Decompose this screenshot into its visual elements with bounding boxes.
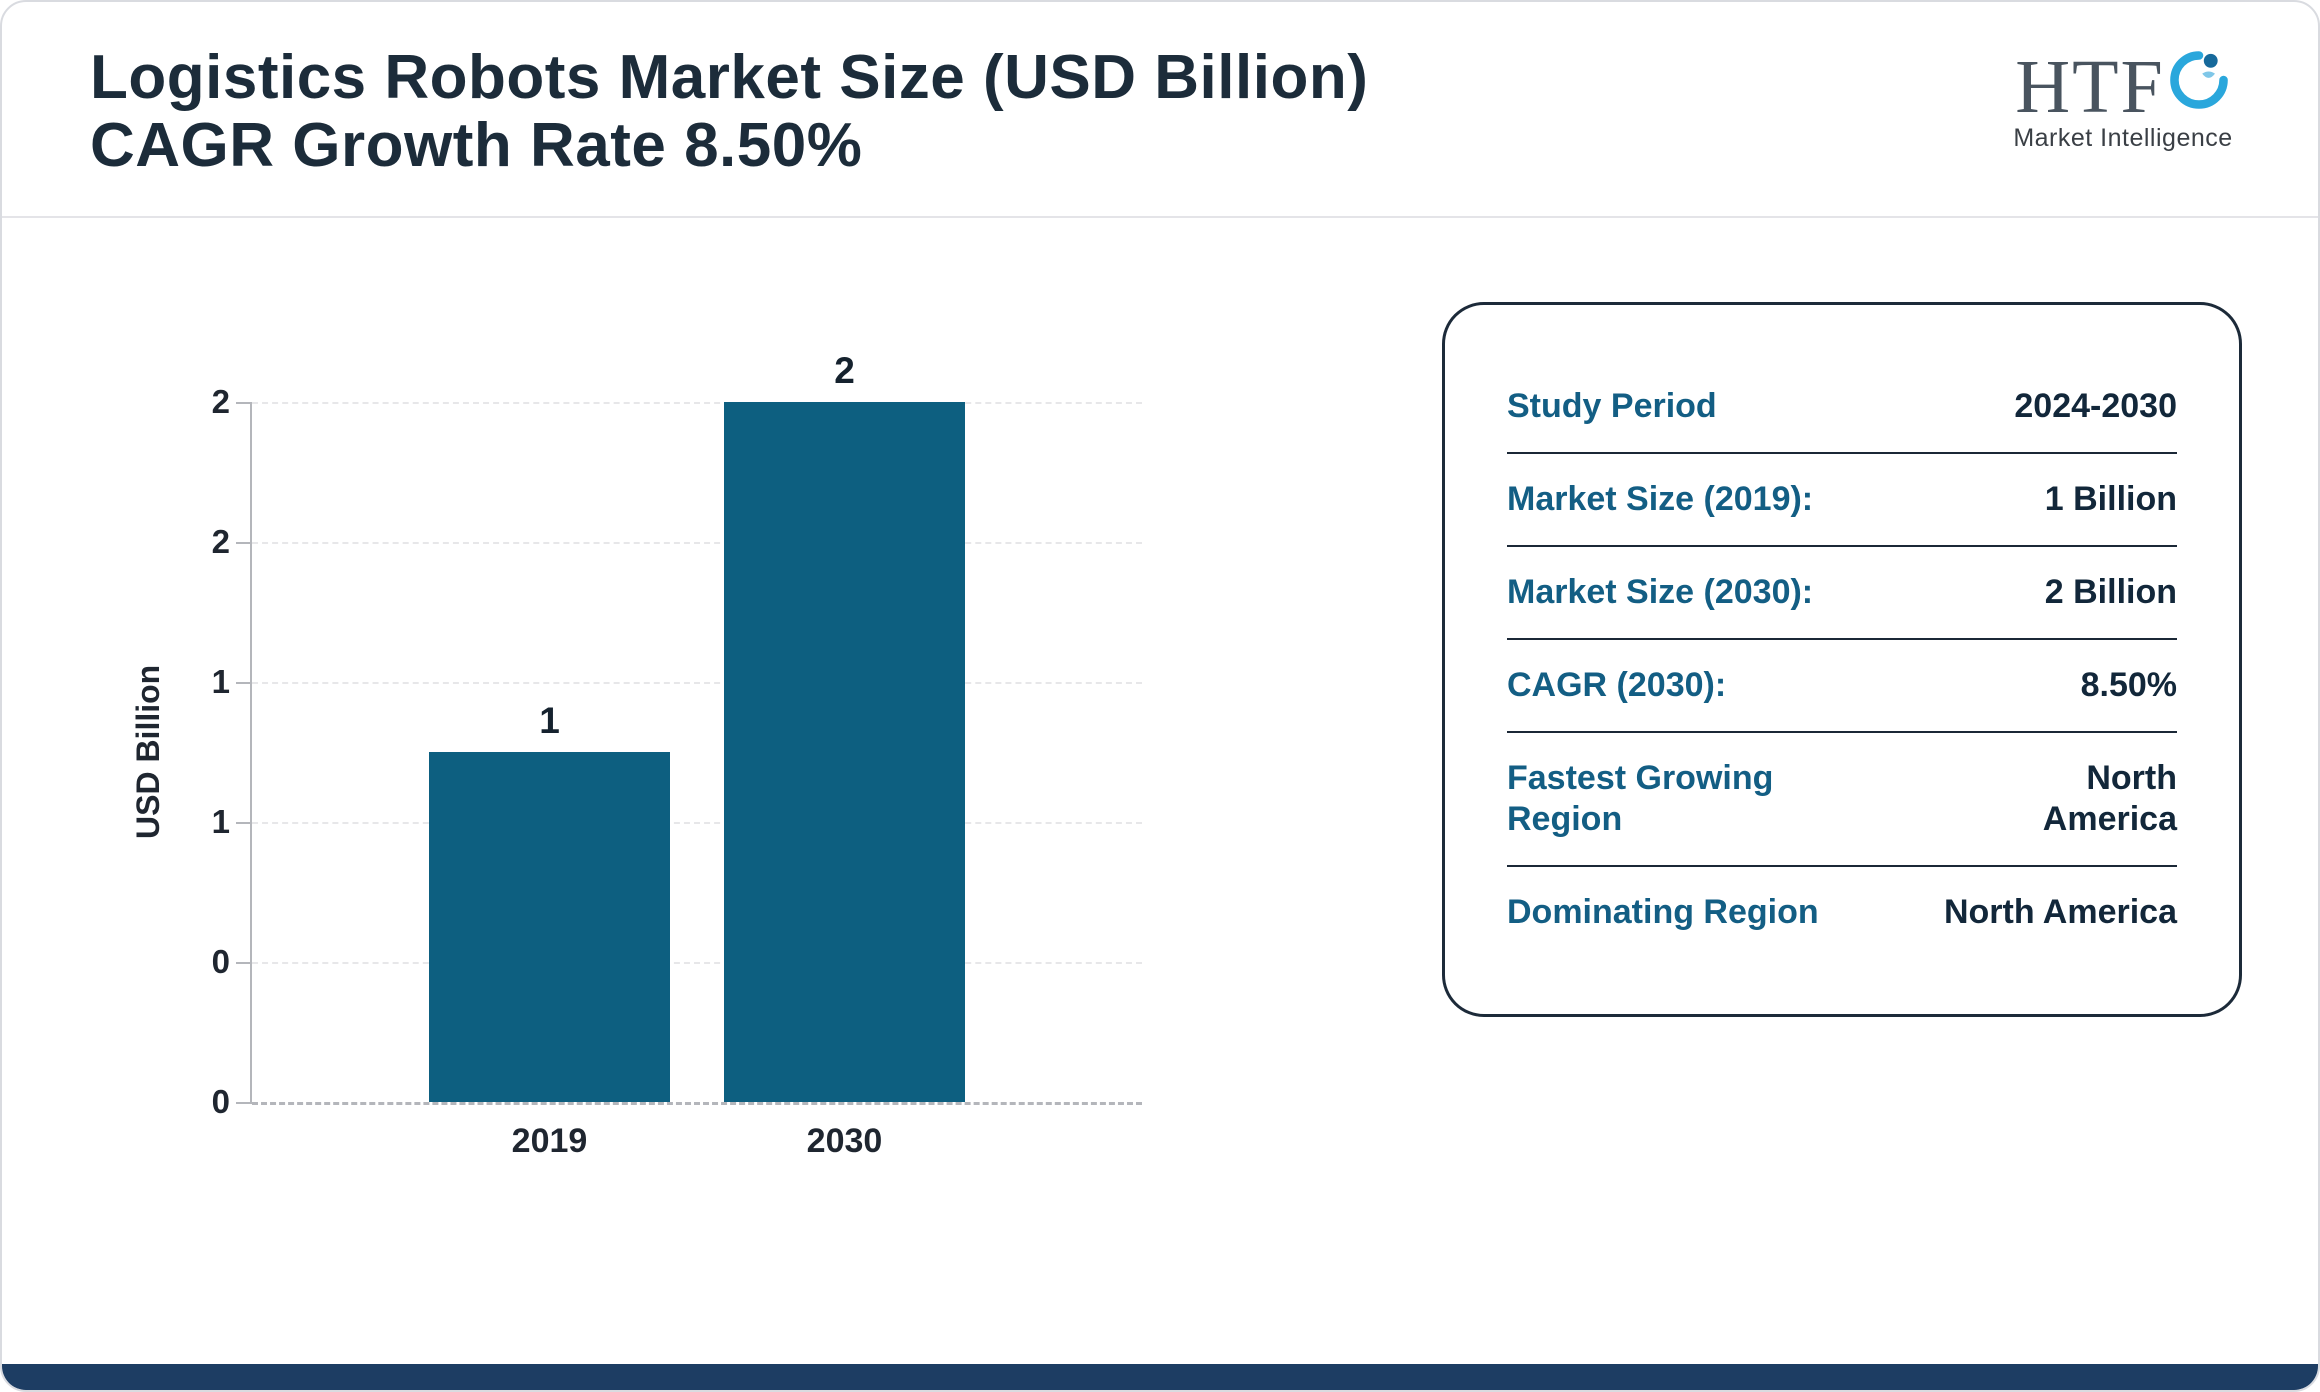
y-tick-label: 2: [211, 383, 230, 420]
x-tick-label: 2019: [511, 1122, 588, 1160]
summary-value: North America: [2042, 759, 2177, 838]
gridline: [252, 542, 1142, 544]
bar-2030: [724, 402, 965, 1102]
htf-swirl-icon: [2170, 51, 2228, 109]
summary-card: Study Period 2024-2030 Market Size (2019…: [1442, 302, 2242, 1017]
y-tick-mark: [236, 962, 252, 964]
y-tick-label: 1: [211, 803, 230, 840]
y-tick-mark: [236, 542, 252, 544]
gridline: [252, 402, 1142, 404]
bar-2019: [429, 752, 670, 1102]
gridline: [252, 962, 1142, 964]
htf-logo-mark: HTF: [2008, 45, 2238, 129]
summary-label: Market Size (2030):: [1507, 573, 1814, 611]
summary-row-cagr: CAGR (2030): 8.50%: [1507, 640, 2177, 733]
y-tick-label: 2: [211, 523, 230, 560]
summary-value: North America: [1943, 893, 2177, 931]
y-tick-label: 0: [211, 1083, 230, 1120]
y-tick-mark: [236, 682, 252, 684]
htf-logo-tagline: Market Intelligence: [2013, 124, 2233, 152]
bar-value-label: 1: [539, 700, 560, 741]
y-axis-line: [250, 402, 252, 1102]
summary-label: CAGR (2030):: [1507, 666, 1727, 704]
footer-bar: [2, 1364, 2318, 1390]
summary-value: 8.50%: [2080, 666, 2177, 704]
page-title-line-1: Logistics Robots Market Size (USD Billio…: [90, 43, 1369, 112]
htf-logo-text: HTF: [2015, 45, 2165, 129]
summary-row-study-period: Study Period 2024-2030: [1507, 361, 2177, 454]
gridline: [252, 822, 1142, 824]
summary-row-fastest-growing-region: Fastest Growing Region North America: [1507, 733, 2177, 867]
y-axis-title: USD Billion: [130, 664, 166, 840]
htf-logo: HTF Market Intelligence: [2008, 45, 2238, 153]
summary-row-market-size-2030: Market Size (2030): 2 Billion: [1507, 547, 2177, 640]
summary-label: Market Size (2019):: [1507, 480, 1814, 518]
y-tick-mark: [236, 1102, 252, 1104]
summary-value: 2 Billion: [2044, 573, 2177, 611]
x-tick-label: 2030: [806, 1122, 883, 1160]
summary-value: 1 Billion: [2044, 480, 2177, 518]
page-title: Logistics Robots Market Size (USD Billio…: [90, 44, 1368, 180]
summary-label: Dominating Region: [1507, 893, 1819, 931]
summary-row-dominating-region: Dominating Region North America: [1507, 867, 2177, 958]
y-tick-mark: [236, 402, 252, 404]
page-title-line-2: CAGR Growth Rate 8.50%: [90, 111, 863, 180]
header-divider: [2, 216, 2318, 218]
bar-chart-plot-area: 0 0 1 1 2 2 1 2019 2 2030: [212, 350, 1142, 1160]
summary-label: Study Period: [1507, 387, 1717, 425]
x-axis-baseline: [252, 1102, 1142, 1105]
y-tick-label: 1: [211, 663, 230, 700]
y-tick-label: 0: [211, 943, 230, 980]
summary-value: 2024-2030: [2014, 387, 2177, 425]
summary-label: Fastest Growing Region: [1507, 759, 1774, 838]
bar-value-label: 2: [834, 350, 855, 391]
summary-row-market-size-2019: Market Size (2019): 1 Billion: [1507, 454, 2177, 547]
y-tick-mark: [236, 822, 252, 824]
gridline: [252, 682, 1142, 684]
